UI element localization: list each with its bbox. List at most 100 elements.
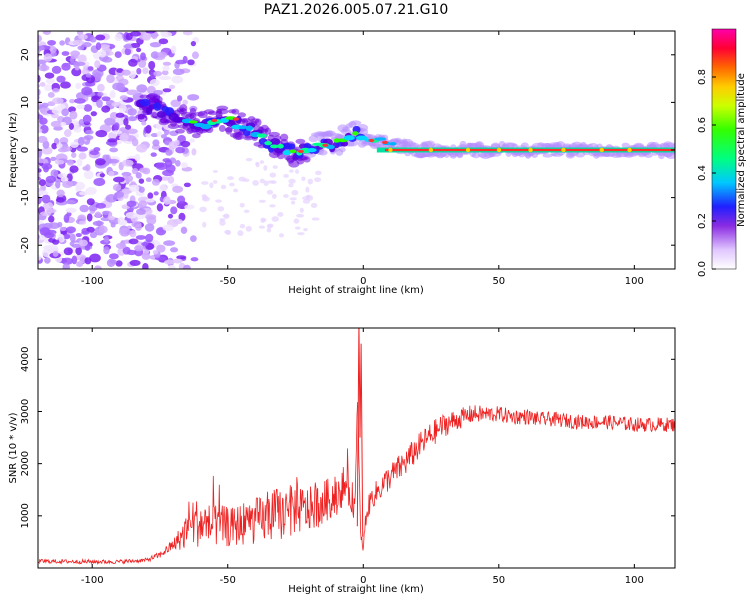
spectrogram-noise-blob [283,174,289,178]
spectrogram-noise-blob [38,88,41,97]
spectrogram-noise-blob [135,235,147,240]
spectrogram-noise-blob [162,65,170,72]
spectrogram-noise-blob [77,136,85,146]
spectrogram-noise-blob [75,246,82,256]
spectrogram-noise-blob [47,39,56,46]
colorbar-label: Normalized spectral amplitude [736,73,747,227]
spectrogram-noise-blob [163,240,176,246]
spectrogram-noise-blob [112,183,122,192]
spectrogram-noise-blob [75,82,82,90]
spectrogram-noise-blob [233,188,239,193]
snr-x-tick-label: -50 [220,575,236,586]
spectrogram-noise-blob [182,99,189,105]
spectrogram-noise-blob [39,211,52,216]
spectrogram-noise-blob [119,132,129,142]
spectrogram-noise-blob [271,216,280,222]
snr-x-tick-label: -100 [81,575,104,586]
spectrogram-ridge-bright [326,144,335,150]
spectrogram-x-ticks: -100 -50 0 50 100 [81,31,644,287]
spectrogram-noise-blob [152,139,160,147]
spectrogram-noise-blob [70,141,79,148]
snr-y-tick-label: 4000 [20,347,31,372]
spectrogram-noise-blob [60,122,67,127]
spectrogram-noise-blob [293,218,300,224]
spectrogram-noise-blob [48,215,55,223]
spectrogram-ridge-bright [238,125,248,130]
spectrogram-ridge-bright [282,150,292,156]
spectrogram-noise-blob [59,226,67,231]
spectrogram-noise-blob [39,82,46,87]
spectrogram-noise-blob [56,143,63,149]
spectrogram-noise-blob [212,179,218,184]
spectrogram-noise-blob [56,75,66,83]
spectrogram-ridge-bright [389,142,397,146]
spectrogram-noise-blob [69,98,76,104]
spectrogram-noise-blob [38,254,42,261]
spectrogram-ridge-core [146,107,153,115]
spectrogram-noise-blob [153,191,159,196]
spectrogram-noise-blob [159,75,171,81]
spectrogram-noise-blob [170,206,178,215]
spectrogram-noise-blob [101,210,110,216]
spectrogram-y-tick-label: -20 [20,237,31,253]
snr-y-ticks: 1000 2000 3000 4000 [20,347,675,529]
spectrogram-noise-blob [52,250,59,257]
spectrogram-noise-blob [74,66,80,71]
spectrogram-noise-blob [126,249,137,256]
spectrogram-noise-blob [52,97,64,105]
spectrogram-noise-blob [38,83,41,89]
spectrogram-ridge-halo [520,142,529,149]
spectrogram-noise-blob [217,206,225,212]
spectrogram-ridge-halo [135,114,147,119]
spectrogram-noise-blob [103,246,110,255]
spectrogram-noise-blob [259,178,266,184]
spectrogram-noise-blob [201,181,209,185]
spectrogram-y-tick-label: 20 [20,48,31,61]
spectrogram-noise-blob [119,95,129,101]
spectrogram-noise-blob [61,62,71,71]
spectrogram-ridge-halo [179,104,188,113]
spectrogram-noise-blob [121,171,132,177]
spectrogram-noise-blob [263,165,268,171]
spectrogram-noise-blob [172,258,183,264]
spectrogram-ridge-bright [256,133,267,138]
snr-x-tick-label: 100 [625,575,644,586]
spectrogram-noise-blob [311,217,320,221]
spectrogram-ridge-halo [218,124,226,132]
spectrogram-noise-blob [142,262,149,269]
spectrogram-noise-blob [294,169,300,174]
spectrogram-noise-blob [156,203,164,212]
spectrogram-noise-blob [115,260,123,267]
spectrogram-noise-blob [81,230,90,235]
spectrogram-noise-blob [159,176,171,181]
spectrogram-ridge-bright [289,149,297,154]
spectrogram-noise-blob [111,101,122,108]
spectrogram-noise-blob [44,257,51,264]
spectrogram-noise-blob [38,34,43,43]
spectrogram-noise-blob [56,189,65,198]
spectrogram-noise-blob [263,180,269,186]
spectrogram-noise-blob [79,204,89,213]
spectrogram-noise-blob [167,264,176,269]
spectrogram-noise-blob [38,210,39,214]
spectrogram-noise-blob [258,199,266,203]
spectrogram-noise-blob [140,52,146,61]
spectrogram-noise-blob [183,182,191,188]
spectrogram-noise-blob [162,88,172,93]
spectrogram-noise-blob [55,180,61,189]
colorbar-tick-label: 0.6 [697,117,708,133]
spectrogram-noise-blob [137,241,143,246]
spectrogram-noise-blob [63,129,72,137]
spectrogram-noise-blob [151,178,160,186]
spectrogram-noise-blob [30,225,37,231]
spectrogram-noise-blob [50,120,63,128]
spectrogram-noise-blob [144,223,155,232]
spectrogram-noise-blob [127,108,137,116]
spectrogram-noise-blob [85,164,91,172]
spectrogram-noise-blob [289,197,297,201]
spectrogram-noise-blob [155,162,168,170]
spectrogram-noise-blob [258,225,266,229]
spectrogram-noise-blob [149,41,162,48]
spectrogram-noise-blob [114,122,120,131]
